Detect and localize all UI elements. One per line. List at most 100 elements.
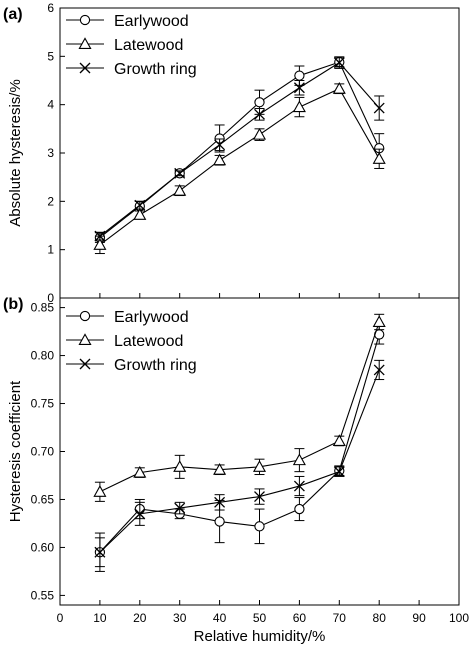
y-tick-label: 0.85 — [31, 301, 55, 315]
panel-a: 0 1 2 3 4 5 6 Absolute hysteresis/% (a) Earlywood… — [3, 1, 460, 305]
data-point — [373, 102, 385, 114]
y-tick-label: 0.60 — [31, 540, 55, 554]
y-tick-label: 2 — [47, 194, 54, 208]
x-tick-label: 60 — [293, 611, 307, 625]
data-point — [373, 364, 385, 376]
series-line — [99, 369, 380, 553]
legend-label: Earlywood — [114, 13, 189, 30]
data-point — [332, 434, 346, 446]
data-point — [254, 97, 265, 108]
data-point — [94, 230, 106, 242]
y-tick-label: 0.55 — [31, 588, 55, 602]
data-point — [134, 199, 146, 211]
legend-marker-stroke-b — [79, 358, 91, 370]
legend-marker — [78, 37, 92, 50]
panel-b: 0.55 0.60 0.65 0.70 0.75 0.80 0.85 0 10 20 30 40 50 6… — [3, 296, 469, 645]
data-point — [213, 462, 227, 475]
data-point — [93, 238, 107, 250]
data-point — [213, 153, 227, 166]
legend-marker-stroke-b — [79, 62, 91, 74]
data-point-stroke-b — [134, 508, 146, 520]
legend-marker — [79, 14, 91, 26]
series-growth-ring — [94, 359, 385, 568]
series-line — [99, 61, 380, 237]
data-point — [293, 82, 305, 94]
data-point-stroke-b — [174, 502, 186, 514]
legend-label: Earlywood — [114, 309, 189, 326]
data-point-stroke-b — [254, 108, 265, 120]
x-tick-label: 10 — [93, 611, 107, 625]
data-point — [94, 546, 106, 558]
legend-label: Growth ring — [114, 61, 197, 78]
data-point-stroke-b — [214, 496, 226, 508]
series-latewood — [93, 313, 386, 502]
x-tick-label: 40 — [213, 611, 227, 625]
y-tick-label: 5 — [47, 49, 54, 63]
data-point — [93, 485, 107, 497]
data-point — [174, 502, 186, 514]
y-tick-label: 0.80 — [31, 349, 55, 363]
legend-marker — [79, 310, 91, 322]
y-tick-label: 0.70 — [31, 445, 55, 459]
data-point-stroke-b — [333, 466, 345, 478]
data-point — [252, 460, 267, 472]
data-point — [133, 465, 147, 478]
y-tick-label: 0 — [47, 291, 54, 305]
data-point — [333, 466, 345, 478]
y-tick-label: 0.75 — [31, 397, 55, 411]
data-point — [214, 516, 225, 527]
data-point — [214, 139, 226, 151]
data-point — [173, 460, 187, 472]
series-growth-ring — [94, 56, 385, 242]
data-point — [254, 491, 265, 503]
legend-label: Latewood — [114, 37, 183, 54]
legend-label: Growth ring — [114, 357, 197, 374]
data-point-stroke-b — [134, 199, 146, 211]
data-point — [292, 100, 306, 113]
data-point-stroke-b — [293, 480, 305, 492]
data-point-stroke-b — [94, 230, 106, 242]
panel-label: (b) — [3, 296, 23, 313]
data-point — [214, 496, 226, 508]
data-point — [173, 183, 187, 196]
data-point-stroke-b — [373, 102, 385, 114]
y-tick-label: 4 — [47, 98, 54, 112]
x-tick-label: 0 — [57, 611, 64, 625]
x-tick-label: 80 — [373, 611, 387, 625]
data-point — [134, 508, 146, 520]
x-tick-label: 20 — [133, 611, 147, 625]
data-point — [294, 503, 305, 515]
legend-marker — [79, 62, 91, 74]
data-point — [294, 70, 305, 81]
data-point — [293, 480, 305, 492]
data-point — [372, 315, 386, 328]
x-tick-label: 90 — [412, 611, 426, 625]
x-tick-label: 100 — [449, 611, 469, 625]
data-point — [254, 108, 265, 120]
legend-marker — [78, 333, 92, 346]
data-point-stroke-b — [174, 167, 186, 179]
data-point-stroke-b — [293, 82, 305, 94]
data-point — [292, 453, 306, 466]
y-axis-label: Hysteresis coefficient — [7, 380, 24, 522]
data-point — [372, 152, 386, 164]
x-tick-label: 30 — [173, 611, 187, 625]
data-point-stroke-b — [214, 139, 226, 151]
series-line — [99, 61, 380, 239]
y-tick-label: 3 — [47, 146, 54, 160]
data-point — [333, 57, 345, 69]
x-tick-label: 70 — [333, 611, 347, 625]
series-line — [99, 321, 380, 493]
legend-label: Latewood — [114, 333, 183, 350]
series-latewood — [93, 81, 386, 255]
y-tick-label: 1 — [47, 243, 54, 257]
data-point-stroke-b — [333, 57, 345, 69]
data-point-stroke-b — [94, 546, 106, 558]
data-point-stroke-b — [373, 364, 385, 376]
x-tick-label: 50 — [253, 611, 267, 625]
legend-marker — [79, 358, 91, 370]
x-axis-label: Relative humidity/% — [194, 628, 326, 645]
data-point — [174, 167, 186, 179]
y-axis-label: Absolute hysteresis/% — [7, 79, 24, 227]
